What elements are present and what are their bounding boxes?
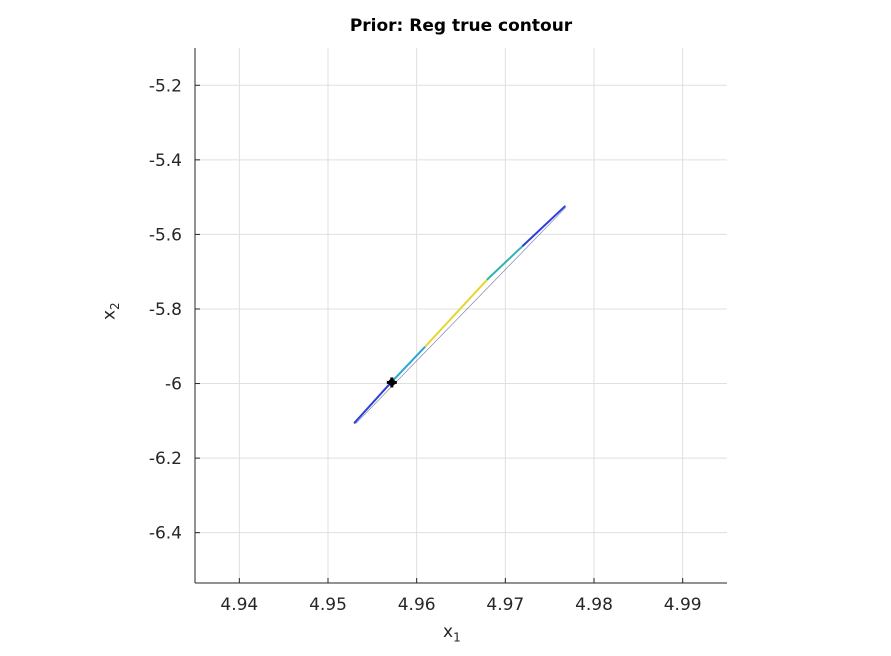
x-tick-label: 4.95: [309, 595, 347, 615]
contour-outline: [355, 207, 566, 424]
contour-line: [522, 205, 566, 247]
tick-labels: 4.94 4.95 4.96 4.97 4.98 4.99 -5.2 -5.4 -5.6 -5.8…: [149, 76, 702, 615]
x-tick-label: 4.97: [486, 595, 524, 615]
x-tick-label: 4.98: [575, 595, 613, 615]
y-tick-label: -6.2: [149, 449, 182, 469]
x-tick-label: 4.94: [220, 595, 258, 615]
y-axis-label: x2: [99, 302, 123, 321]
y-tick-label: -5.8: [149, 300, 182, 320]
x-tick-label: 4.99: [664, 595, 702, 615]
chart-title: Prior: Reg true contour: [349, 16, 573, 36]
y-tick-label: -5.6: [149, 225, 182, 245]
contour-line: [486, 244, 525, 281]
y-tick-label: -6: [165, 375, 182, 395]
contour-line: [389, 345, 427, 385]
contour-line: [353, 382, 392, 424]
markers: [386, 377, 397, 388]
y-tick-label: -5.4: [149, 151, 182, 171]
marker-dot: [388, 378, 396, 386]
contour-lines: [353, 205, 566, 424]
axes: [194, 48, 727, 584]
true-point-marker: [386, 377, 397, 388]
contour-line: [424, 278, 489, 348]
y-tick-label: -6.4: [149, 524, 182, 544]
x-tick-label: 4.96: [398, 595, 436, 615]
x-axis-label: x1: [443, 622, 461, 645]
y-tick-label: -5.2: [149, 76, 182, 96]
